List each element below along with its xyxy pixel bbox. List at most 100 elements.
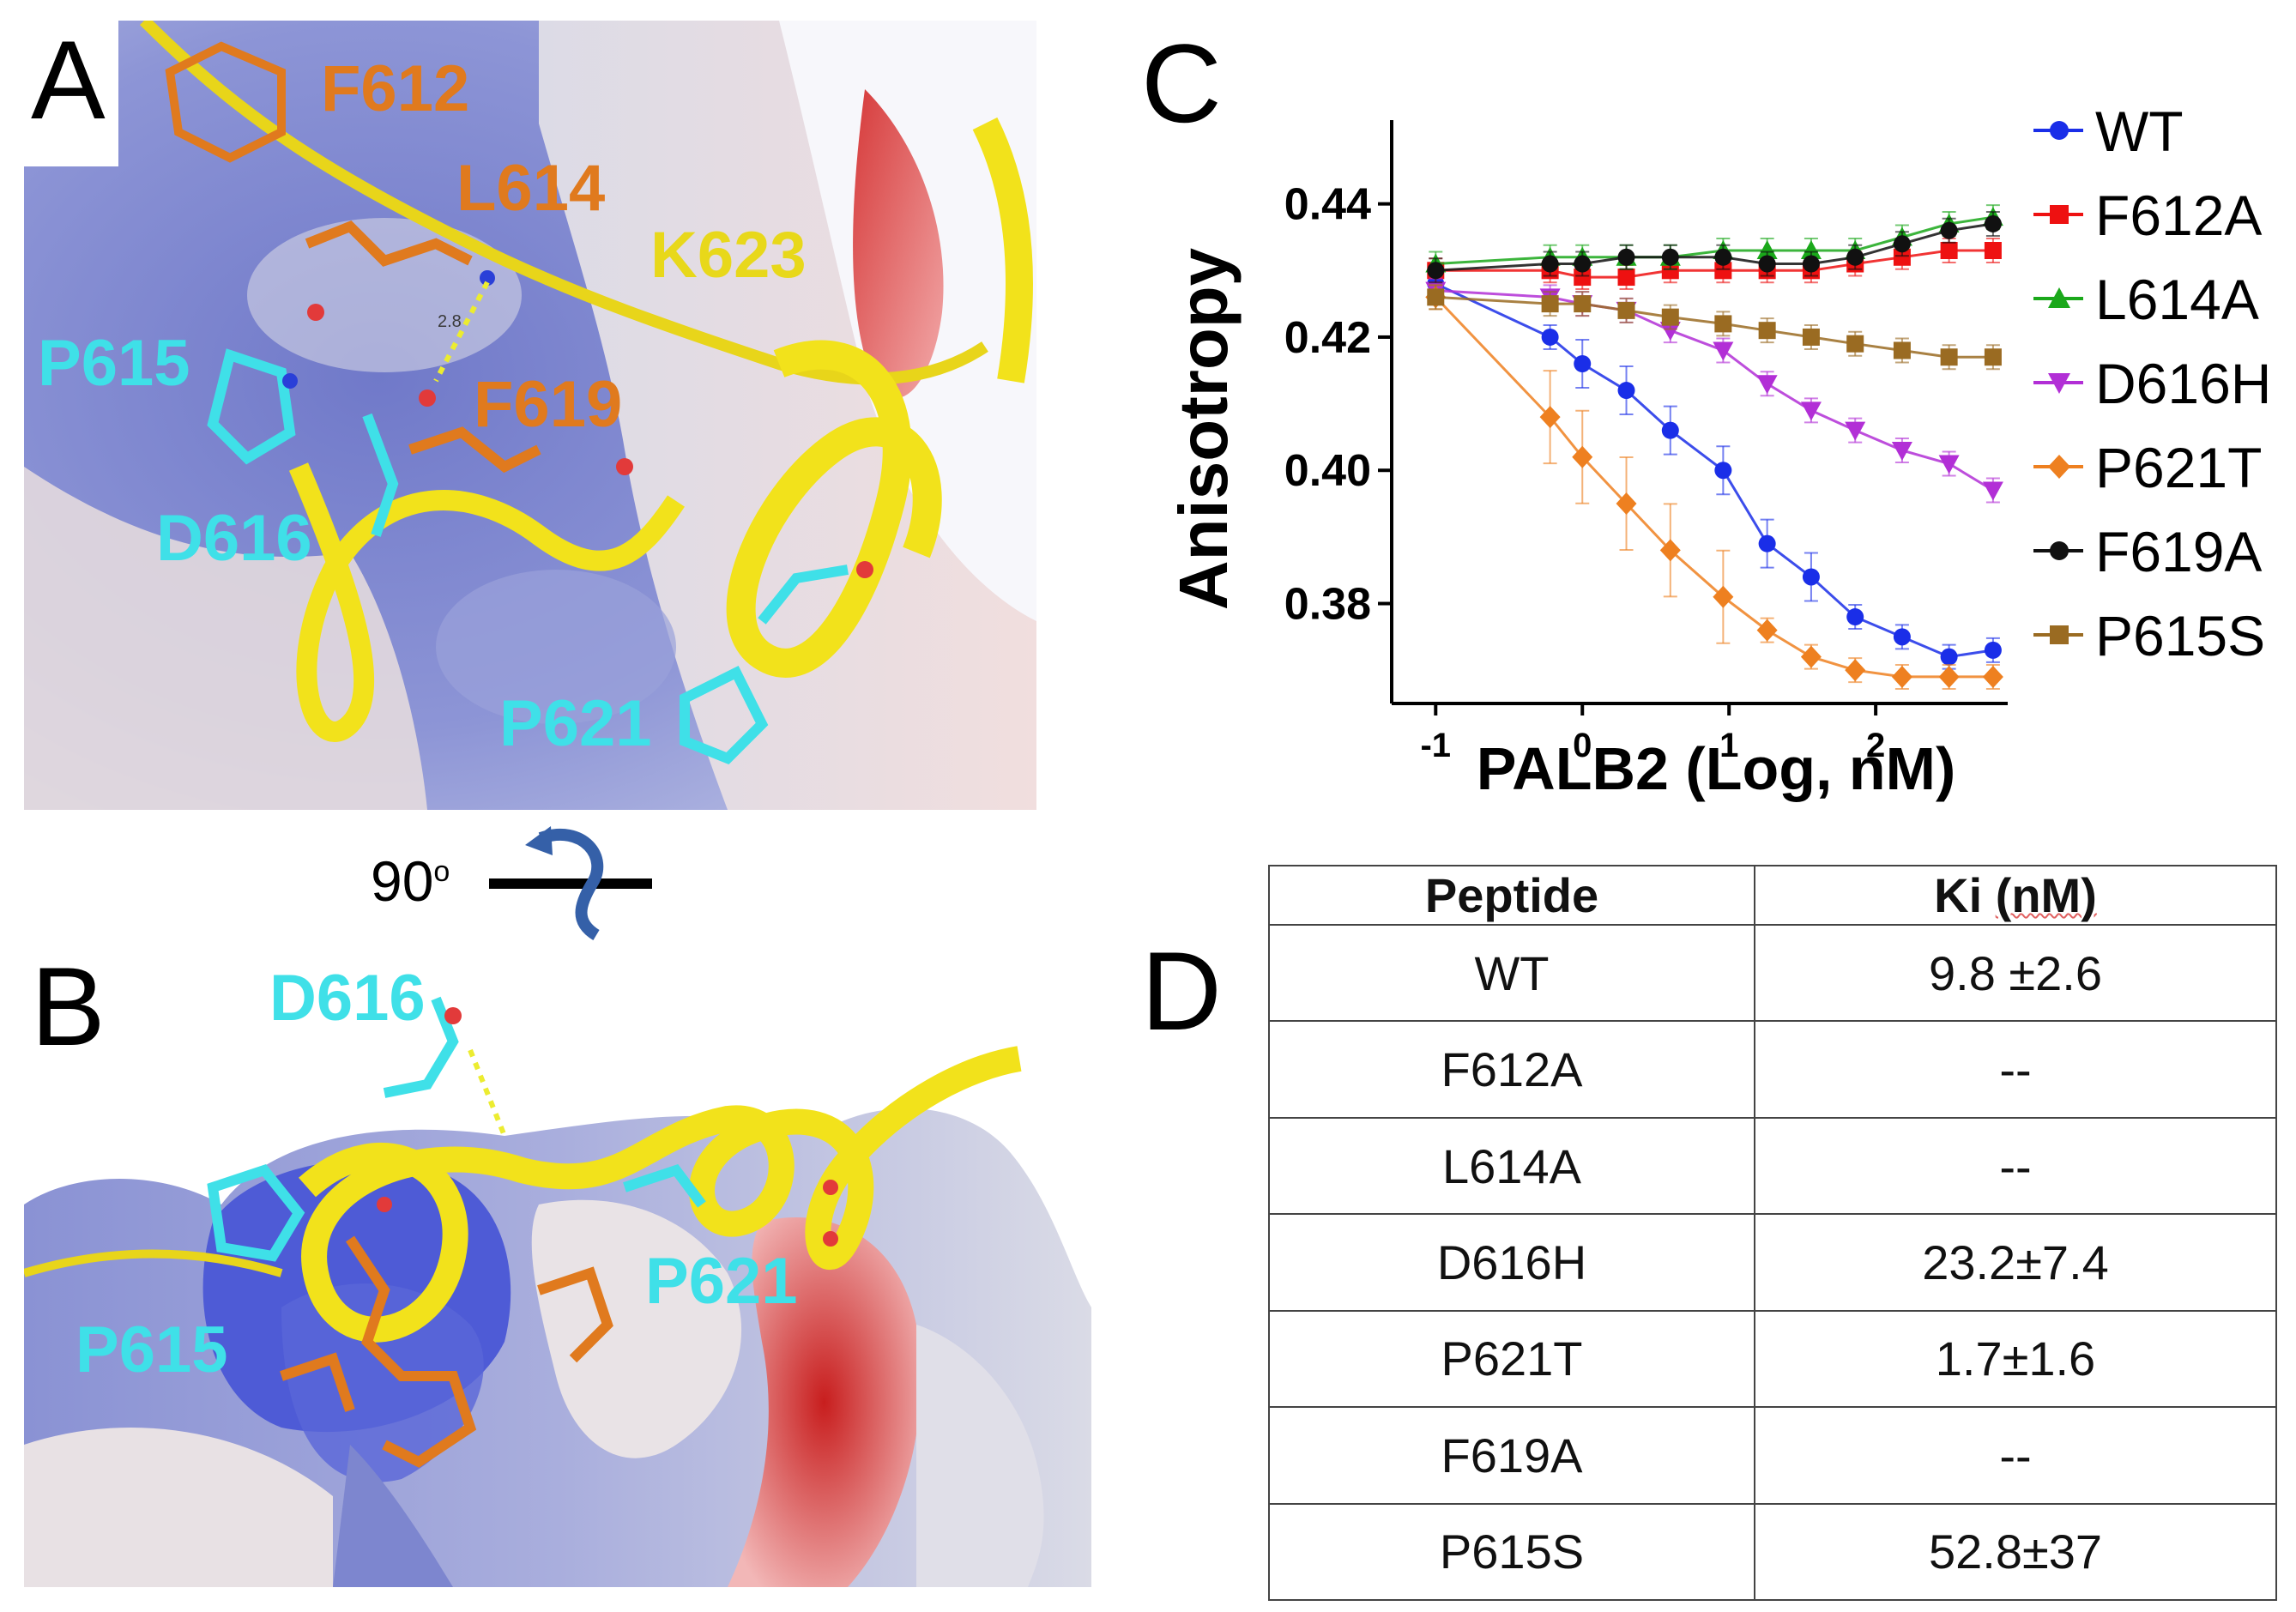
legend-label: F619A [2095,520,2262,583]
y-tick-label: 0.42 [1284,313,1371,363]
label-b-p615: P615 [76,1313,228,1386]
cell-ki: 1.7±1.6 [1753,1309,2278,1409]
data-point [1661,262,1679,280]
legend-marker [2048,455,2070,479]
data-point [1714,462,1732,480]
series-P615S [1427,284,2002,371]
cell-peptide: P621T [1268,1309,1755,1409]
data-point [1616,492,1637,516]
data-point [1940,348,1958,366]
series-F619A [1427,210,2002,284]
legend-marker [2050,625,2069,644]
table-header-row: Peptide Ki (nM) [1268,865,2278,926]
panel-a-letter: A [31,17,106,142]
anisotropy-chart: 0.38 0.40 0.42 0.44 -1 0 1 2 WT F612A L614A D616H P… [1165,100,2271,802]
ki-table-body: WT 9.8 ±2.6 F612A -- L614A -- D616H 23.2±7.4 P62… [1268,923,2278,1602]
y-tick-label: 0.44 [1284,180,1371,230]
panel-d-letter: D [1141,928,1222,1054]
data-point [1845,421,1866,441]
data-point [1800,240,1822,259]
series-line [1435,282,1994,659]
data-point [1758,322,1776,340]
data-point [1846,608,1864,626]
panel-a-image [24,21,1036,810]
legend-item: D616H [2033,352,2271,415]
data-point [1572,445,1593,468]
data-point [1984,641,2002,659]
data-point [1845,659,1866,682]
y-axis-label: Anisotropy [1165,247,1242,610]
x-tick-label: 2 [1866,727,1885,764]
data-point [1541,328,1559,346]
series-WT [1427,270,2002,670]
label-k623: K623 [650,219,807,292]
data-point [1574,355,1592,372]
data-point [1617,269,1635,287]
data-point [1982,481,2003,501]
rotation-arrow-icon [489,826,652,941]
table-row: P615S 52.8±37 [1268,1502,2278,1602]
cell-peptide: F612A [1268,1020,1755,1119]
data-point [1940,242,1958,259]
series-D616H [1425,277,2003,504]
chart-legend: WT F612A L614A D616H P621T F619A P615S [2033,100,2271,667]
data-point [1714,248,1732,266]
cell-ki: -- [1753,1406,2278,1505]
data-point [1427,288,1445,306]
cell-peptide: L614A [1268,1116,1755,1216]
table-row: WT 9.8 ±2.6 [1268,923,2278,1023]
data-point [1800,645,1822,668]
header-peptide: Peptide [1268,865,1755,926]
data-point [1659,322,1681,341]
data-point [1713,341,1734,361]
data-point [1846,248,1864,266]
legend-marker [2050,541,2069,560]
ki-table: Peptide Ki (nM) WT 9.8 ±2.6 F612A -- L614A --… [1268,865,2278,1602]
legend-item: F612A [2033,184,2262,247]
data-point [1758,255,1776,273]
legend-marker [2050,205,2069,224]
table-row: L614A -- [1268,1116,2278,1216]
data-point [1758,534,1776,552]
data-point [1661,248,1679,266]
data-point [1714,315,1732,333]
label-p615: P615 [38,327,190,400]
rotation-angle: 90o [371,849,450,913]
cell-peptide: D616H [1268,1213,1755,1312]
data-point [1574,269,1592,287]
y-tick-label: 0.38 [1284,580,1371,630]
label-b-d616: D616 [269,962,426,1035]
data-point [1617,301,1635,319]
table-row: F619A -- [1268,1406,2278,1505]
data-point [1893,235,1911,253]
panel-c-letter: C [1141,21,1222,146]
panel-b-letter: B [31,944,106,1069]
chart-axes: 0.38 0.40 0.42 0.44 -1 0 1 2 [1284,120,2008,764]
data-point [1756,619,1778,642]
legend-label: P615S [2095,604,2265,667]
table-row: P621T 1.7±1.6 [1268,1309,2278,1409]
label-d616: D616 [156,502,312,575]
cell-peptide: F619A [1268,1406,1755,1505]
rotation-indicator: 90o [360,819,652,948]
data-point [1541,295,1559,313]
data-point [1574,295,1592,313]
legend-item: L614A [2033,268,2259,331]
legend-item: P621T [2033,436,2262,499]
data-point [1574,255,1592,273]
cell-ki: 52.8±37 [1753,1502,2278,1602]
data-point [1802,255,1820,273]
legend-marker [2048,287,2070,308]
data-point [1427,262,1445,280]
data-point [1891,441,1912,461]
legend-item: WT [2033,100,2184,163]
data-point [1982,665,2003,688]
header-ki: Ki (nM) [1753,865,2278,926]
table-row: D616H 23.2±7.4 [1268,1213,2278,1312]
data-point [1893,341,1911,359]
cell-peptide: P615S [1268,1502,1755,1602]
data-point [1846,335,1864,353]
data-point [1661,421,1679,439]
x-tick-label: 0 [1573,727,1592,764]
legend-label: D616H [2095,352,2271,415]
